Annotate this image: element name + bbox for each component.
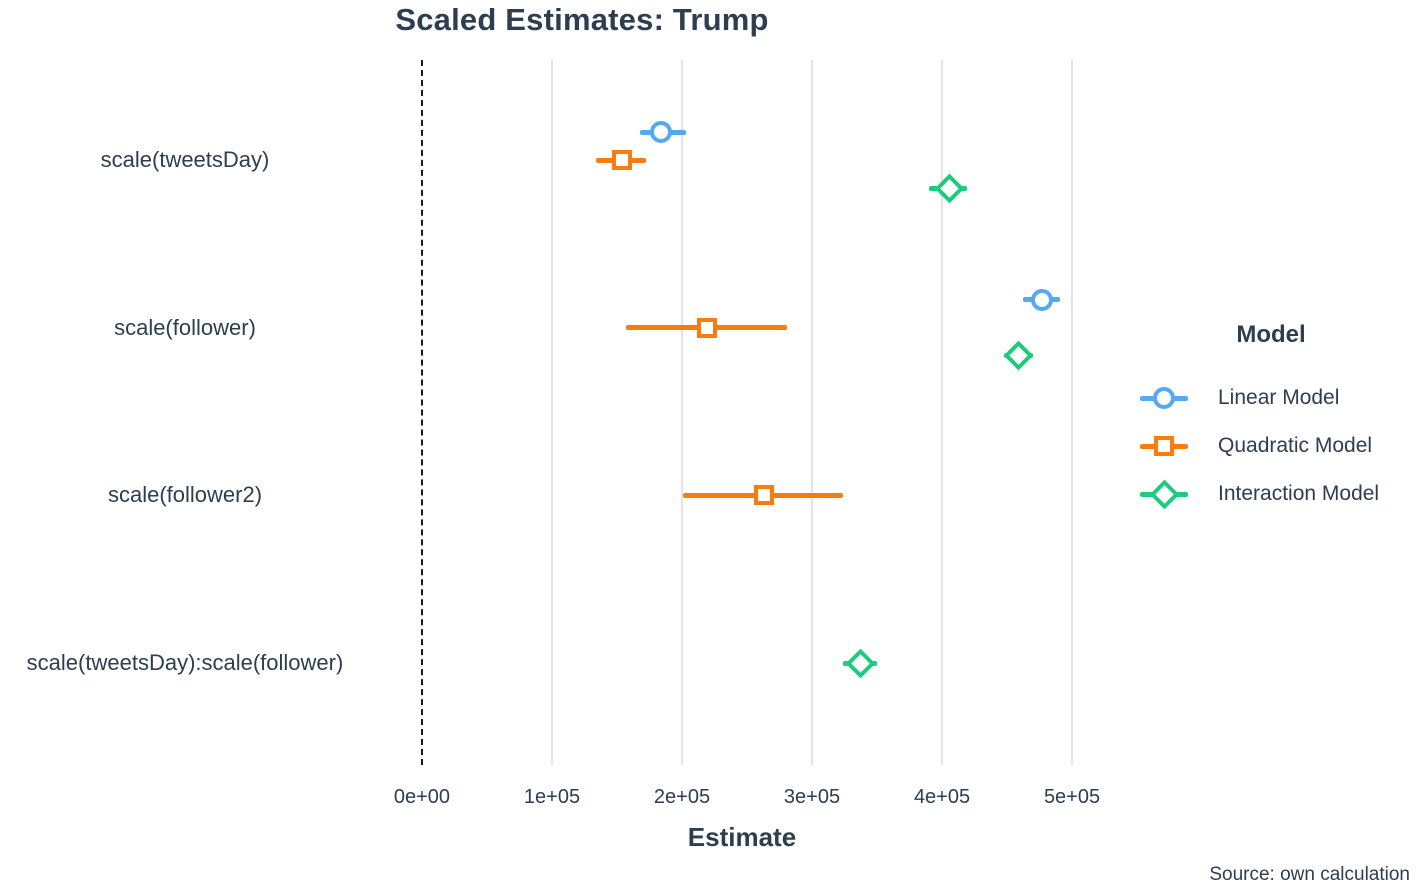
- legend-label: Quadratic Model: [1218, 434, 1373, 457]
- x-gridline: [681, 60, 683, 765]
- square-icon: [1154, 436, 1174, 456]
- diamond-marker: [845, 648, 875, 678]
- x-axis-title: Estimate: [687, 822, 797, 852]
- legend-item-interaction: Interaction Model: [1140, 470, 1402, 518]
- legend-title: Model: [1236, 321, 1306, 348]
- source-note: Source: own calculation: [1209, 864, 1410, 885]
- x-gridline: [941, 60, 944, 765]
- circle-marker: [650, 121, 673, 143]
- legend: Model Linear Model Quadratic Model Inter…: [1140, 318, 1402, 518]
- quadratic-model-key-icon: [1140, 432, 1188, 460]
- x-tick-label: 0e+00: [393, 786, 451, 808]
- circle-icon: [1153, 387, 1175, 409]
- legend-label: Linear Model: [1218, 386, 1340, 409]
- square-marker: [696, 317, 717, 338]
- legend-item-linear: Linear Model: [1140, 374, 1402, 422]
- circle-marker: [1031, 288, 1054, 311]
- x-tick-label: 5e+05: [1043, 786, 1101, 808]
- zero-reference-line: [420, 60, 423, 765]
- y-axis-label: scale(follower): [114, 314, 256, 340]
- diamond-icon: [1149, 479, 1179, 509]
- y-axis-label: scale(tweetsDay):scale(follower): [26, 650, 344, 675]
- x-tick-label: 3e+05: [783, 786, 841, 808]
- x-tick-label: 2e+05: [653, 786, 711, 808]
- diamond-marker: [1003, 340, 1034, 371]
- y-axis-label: scale(follower2): [107, 482, 263, 508]
- x-tick-label: 1e+05: [523, 786, 581, 808]
- x-gridline: [1071, 60, 1074, 765]
- square-marker: [753, 485, 774, 506]
- linear-model-key-icon: [1140, 384, 1188, 412]
- interaction-model-key-icon: [1140, 479, 1188, 509]
- legend-item-quadratic: Quadratic Model: [1140, 422, 1402, 470]
- legend-label: Interaction Model: [1218, 482, 1380, 505]
- x-gridline: [550, 60, 553, 765]
- x-gridline: [811, 60, 814, 765]
- diamond-marker: [934, 173, 965, 203]
- chart-title: Scaled Estimates: Trump: [395, 2, 769, 37]
- y-axis-label: scale(tweetsDay): [100, 147, 270, 172]
- x-tick-label: 4e+05: [913, 786, 971, 808]
- square-marker: [612, 150, 633, 170]
